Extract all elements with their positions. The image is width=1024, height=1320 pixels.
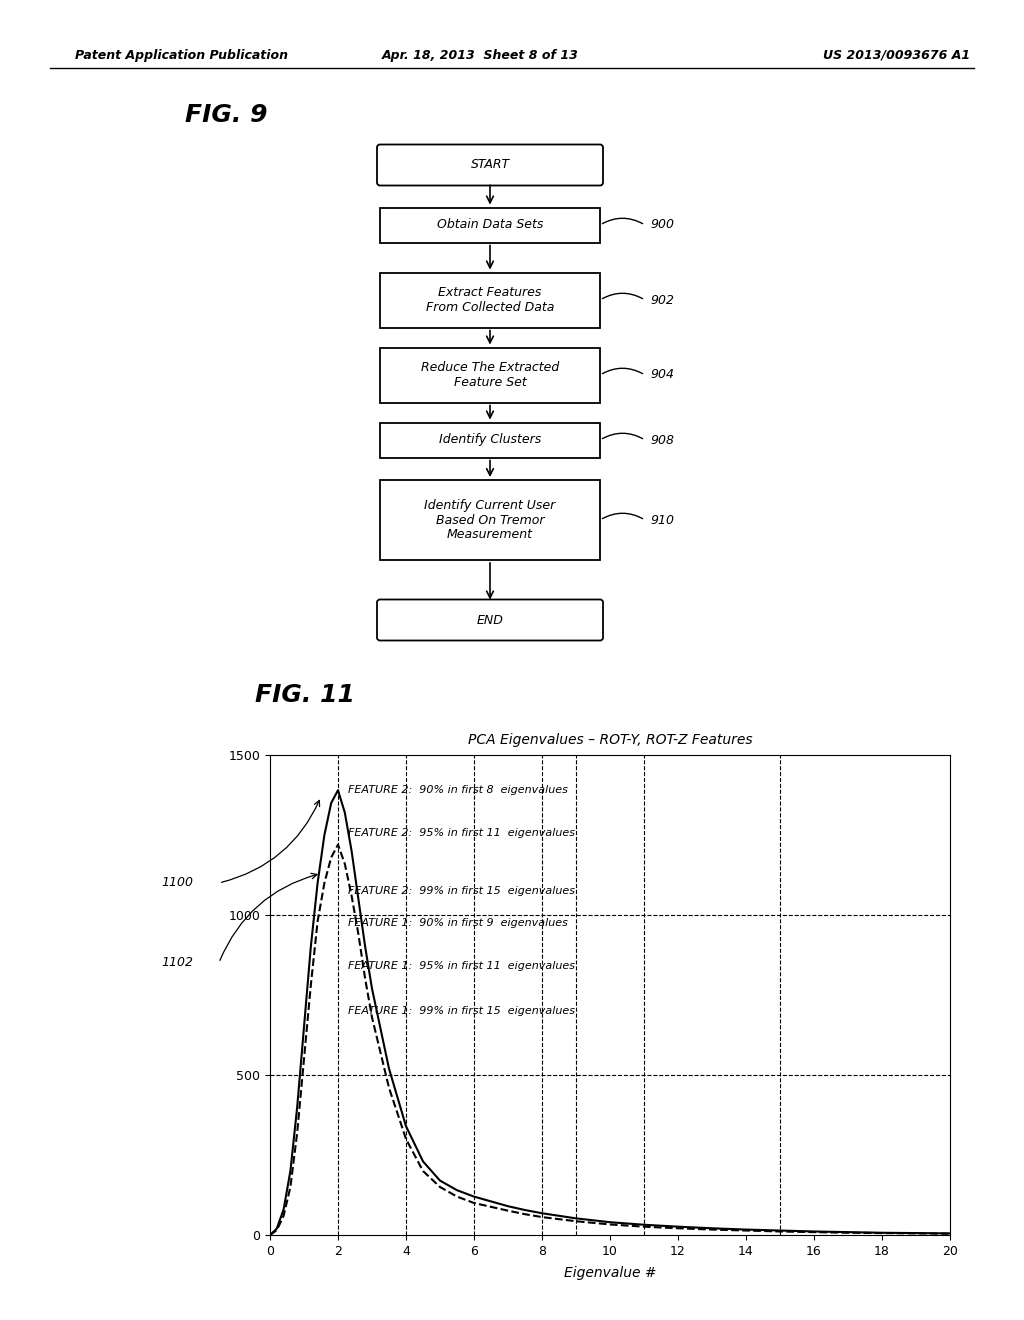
Text: Patent Application Publication: Patent Application Publication (75, 49, 288, 62)
Text: Identify Current User
Based On Tremor
Measurement: Identify Current User Based On Tremor Me… (424, 499, 556, 541)
Text: 900: 900 (650, 219, 674, 231)
Bar (380, 207, 600, 243)
Text: 1102: 1102 (161, 957, 194, 969)
Text: FEATURE 2:  90% in first 8  eigenvalues: FEATURE 2: 90% in first 8 eigenvalues (348, 785, 568, 795)
FancyBboxPatch shape (377, 599, 603, 640)
Text: END: END (476, 614, 504, 627)
Text: Identify Clusters: Identify Clusters (439, 433, 541, 446)
Text: 904: 904 (650, 368, 674, 381)
Title: PCA Eigenvalues – ROT-Y, ROT-Z Features: PCA Eigenvalues – ROT-Y, ROT-Z Features (468, 733, 753, 747)
Bar (380, 347, 600, 403)
Text: 1100: 1100 (161, 876, 194, 890)
Text: 902: 902 (650, 293, 674, 306)
Text: Extract Features
From Collected Data: Extract Features From Collected Data (426, 286, 554, 314)
X-axis label: Eigenvalue #: Eigenvalue # (564, 1266, 656, 1280)
Text: FEATURE 2:  99% in first 15  eigenvalues: FEATURE 2: 99% in first 15 eigenvalues (348, 886, 575, 896)
Text: Reduce The Extracted
Feature Set: Reduce The Extracted Feature Set (421, 360, 559, 389)
Text: FIG. 11: FIG. 11 (255, 682, 355, 708)
Text: FEATURE 2:  95% in first 11  eigenvalues: FEATURE 2: 95% in first 11 eigenvalues (348, 829, 575, 838)
Text: FEATURE 1:  99% in first 15  eigenvalues: FEATURE 1: 99% in first 15 eigenvalues (348, 1006, 575, 1016)
FancyBboxPatch shape (377, 144, 603, 186)
Text: FEATURE 1:  95% in first 11  eigenvalues: FEATURE 1: 95% in first 11 eigenvalues (348, 961, 575, 972)
Bar (380, 422, 600, 458)
Text: FEATURE 1:  90% in first 9  eigenvalues: FEATURE 1: 90% in first 9 eigenvalues (348, 917, 568, 928)
Text: US 2013/0093676 A1: US 2013/0093676 A1 (823, 49, 970, 62)
Text: START: START (470, 158, 510, 172)
Text: FIG. 9: FIG. 9 (185, 103, 267, 127)
Bar (380, 272, 600, 327)
Text: 910: 910 (650, 513, 674, 527)
Text: Apr. 18, 2013  Sheet 8 of 13: Apr. 18, 2013 Sheet 8 of 13 (382, 49, 579, 62)
Text: Obtain Data Sets: Obtain Data Sets (437, 219, 543, 231)
Bar (380, 480, 600, 560)
Text: 908: 908 (650, 433, 674, 446)
